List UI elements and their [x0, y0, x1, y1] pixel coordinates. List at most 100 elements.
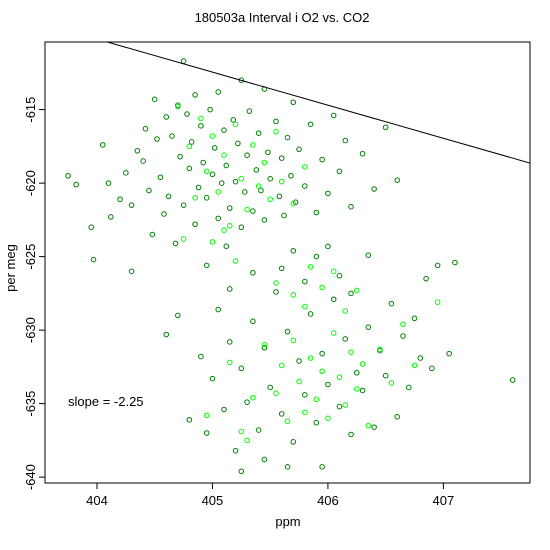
data-point	[215, 306, 222, 313]
data-point	[313, 419, 320, 426]
data-point	[278, 178, 285, 185]
x-tick-label: 404	[86, 493, 108, 508]
points-layer	[65, 58, 516, 475]
data-point	[336, 374, 343, 380]
data-point	[273, 128, 279, 135]
data-point	[134, 147, 141, 154]
data-point	[250, 318, 256, 325]
data-point	[117, 196, 123, 203]
x-tick-label: 407	[433, 493, 455, 508]
data-point	[342, 336, 349, 342]
data-point	[452, 259, 458, 266]
data-point	[99, 142, 106, 148]
data-point	[342, 308, 349, 314]
data-point	[276, 193, 283, 200]
data-point	[394, 414, 401, 420]
data-point	[290, 337, 297, 344]
data-point	[218, 180, 225, 186]
data-point	[313, 253, 320, 260]
slope-annotation: slope = -2.25	[68, 394, 144, 409]
data-point	[223, 243, 230, 250]
data-point	[192, 221, 198, 228]
data-point	[186, 165, 193, 172]
data-point	[359, 387, 366, 394]
data-point	[302, 278, 308, 285]
data-point	[377, 346, 383, 353]
data-point	[267, 175, 273, 182]
data-point	[105, 180, 112, 186]
data-point	[278, 265, 285, 272]
data-point	[278, 411, 285, 417]
data-point	[226, 286, 233, 292]
data-point	[273, 118, 279, 125]
data-point	[241, 189, 248, 195]
data-point	[244, 152, 250, 158]
data-point	[359, 361, 366, 367]
data-point	[226, 222, 233, 229]
data-point	[371, 424, 377, 430]
data-point	[244, 399, 250, 405]
data-point	[232, 447, 239, 454]
data-point	[273, 390, 279, 397]
data-point	[221, 127, 227, 133]
data-point	[203, 412, 210, 419]
data-point	[88, 224, 94, 231]
data-point	[261, 217, 268, 223]
data-point	[255, 130, 262, 136]
data-point	[258, 187, 264, 194]
data-point	[284, 328, 291, 335]
data-point	[161, 211, 167, 217]
data-point	[192, 92, 198, 98]
data-point	[149, 231, 156, 238]
data-point	[169, 133, 175, 139]
data-point	[382, 124, 389, 131]
data-point	[434, 262, 441, 269]
data-point	[446, 350, 452, 357]
data-point	[250, 269, 256, 276]
data-point	[400, 333, 406, 339]
data-point	[65, 172, 71, 179]
data-point	[411, 362, 418, 369]
data-point	[235, 140, 241, 147]
data-point	[215, 215, 222, 222]
data-point	[198, 122, 204, 129]
plot-frame	[44, 41, 531, 484]
data-point	[302, 392, 308, 398]
data-point	[348, 349, 354, 355]
data-point	[250, 208, 256, 214]
data-point	[221, 152, 227, 158]
data-point	[365, 252, 372, 258]
data-point	[226, 205, 233, 211]
data-point	[186, 143, 193, 150]
y-tick-label: -630	[23, 317, 38, 343]
data-point	[198, 353, 204, 360]
data-point	[336, 403, 343, 410]
data-point	[371, 186, 377, 192]
y-tick-label: -635	[23, 391, 38, 417]
data-point	[288, 172, 294, 179]
data-point	[175, 103, 181, 110]
data-point	[255, 427, 262, 433]
data-point	[353, 369, 360, 376]
y-tick-label: -615	[23, 97, 38, 123]
data-point	[207, 106, 213, 113]
data-point	[278, 155, 285, 161]
data-point	[284, 134, 291, 141]
data-point	[330, 296, 337, 303]
data-point	[226, 339, 233, 345]
data-point	[290, 439, 297, 445]
data-point	[200, 159, 206, 166]
data-point	[221, 227, 227, 233]
chart-title: 180503a Interval i O2 vs. CO2	[195, 10, 370, 25]
data-point	[163, 331, 170, 338]
data-point	[203, 195, 210, 201]
regression-line	[105, 42, 530, 164]
plot-area	[65, 42, 530, 475]
data-point	[325, 415, 331, 422]
data-point	[250, 142, 256, 148]
data-point	[265, 149, 271, 156]
data-point	[348, 290, 354, 297]
data-point	[172, 240, 179, 247]
data-point	[244, 437, 250, 444]
data-point	[330, 330, 337, 336]
